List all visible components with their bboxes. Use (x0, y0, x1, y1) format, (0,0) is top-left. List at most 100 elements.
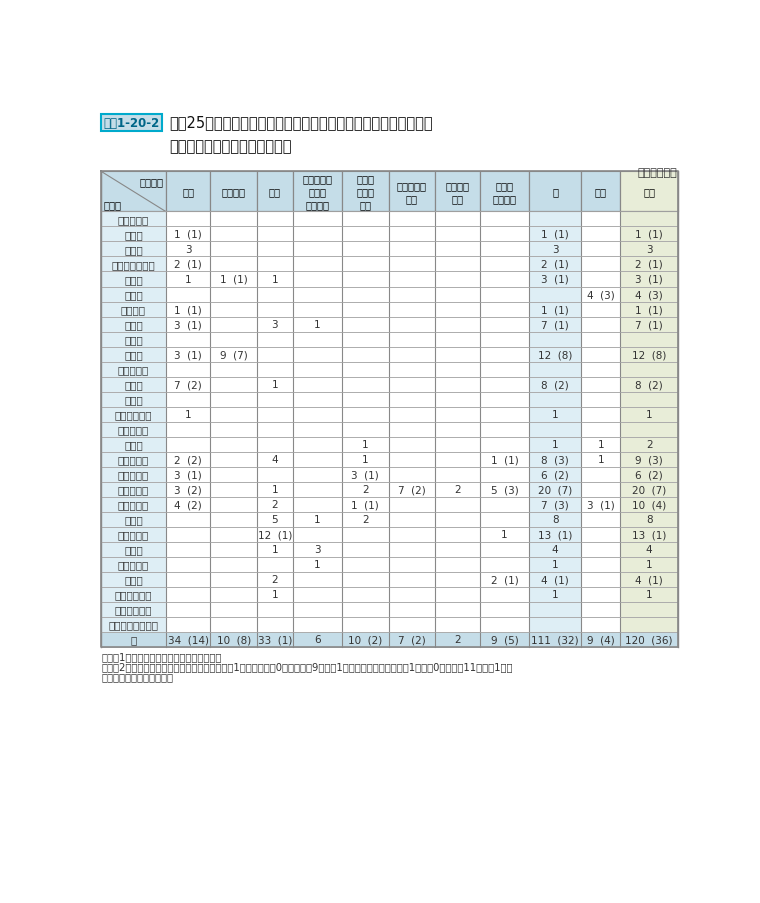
Bar (581, 377, 620, 392)
Text: 9  (3): 9 (3) (635, 455, 663, 465)
Bar (435, 423, 480, 437)
Bar (293, 362, 342, 377)
Bar (101, 557, 166, 573)
Bar (480, 332, 529, 347)
Bar (342, 437, 388, 452)
Bar (257, 423, 293, 437)
Bar (166, 257, 211, 272)
Bar (581, 452, 620, 467)
Text: 10  (2): 10 (2) (348, 635, 382, 645)
Text: 2  (1): 2 (1) (541, 260, 569, 270)
Text: 1  (1): 1 (1) (220, 275, 248, 284)
Bar (581, 482, 620, 498)
Bar (101, 573, 166, 587)
Bar (388, 512, 435, 527)
Bar (388, 362, 435, 377)
Bar (101, 242, 166, 257)
Bar (435, 573, 480, 587)
Bar (342, 527, 388, 542)
Bar (211, 242, 257, 257)
Bar (435, 482, 480, 498)
Bar (211, 452, 257, 467)
Bar (388, 228, 435, 242)
Bar (293, 332, 342, 347)
Bar (581, 573, 620, 587)
Bar (620, 172, 678, 212)
Bar (101, 347, 166, 362)
Bar (388, 527, 435, 542)
Bar (620, 617, 678, 632)
Text: 1: 1 (552, 590, 559, 600)
Bar (529, 272, 581, 287)
Bar (529, 573, 581, 587)
Bar (293, 407, 342, 423)
Bar (435, 527, 480, 542)
Bar (211, 407, 257, 423)
Bar (257, 542, 293, 557)
Bar (342, 557, 388, 573)
Bar (388, 542, 435, 557)
Bar (581, 347, 620, 362)
Bar (388, 392, 435, 407)
Bar (293, 617, 342, 632)
Text: 1: 1 (314, 560, 321, 570)
Bar (293, 452, 342, 467)
Bar (581, 498, 620, 512)
Text: 120  (36): 120 (36) (625, 635, 673, 645)
Text: 4  (1): 4 (1) (541, 574, 569, 584)
Bar (257, 482, 293, 498)
Bar (529, 172, 581, 212)
Bar (166, 228, 211, 242)
Text: 消費者庁: 消費者庁 (121, 304, 146, 314)
Bar (388, 573, 435, 587)
Text: 人間科学: 人間科学 (222, 187, 245, 197)
Bar (620, 467, 678, 482)
Text: 2: 2 (362, 485, 369, 495)
Bar (166, 377, 211, 392)
Bar (293, 257, 342, 272)
Bar (620, 228, 678, 242)
Bar (620, 573, 678, 587)
Bar (166, 287, 211, 303)
Bar (435, 602, 480, 617)
Text: 2: 2 (454, 485, 461, 495)
Text: 3: 3 (185, 245, 192, 255)
Bar (101, 392, 166, 407)
Bar (166, 527, 211, 542)
Bar (211, 542, 257, 557)
Text: 2: 2 (271, 574, 278, 584)
Bar (257, 452, 293, 467)
Bar (388, 172, 435, 212)
Text: 1: 1 (271, 275, 278, 284)
Bar (581, 172, 620, 212)
Text: 6  (2): 6 (2) (635, 470, 663, 479)
Text: 6: 6 (314, 635, 321, 645)
Text: 計: 計 (130, 635, 137, 645)
Text: 4  (2): 4 (2) (174, 499, 202, 509)
Bar (529, 392, 581, 407)
Text: 外務省: 外務省 (124, 379, 143, 390)
Bar (293, 212, 342, 228)
Bar (480, 242, 529, 257)
Bar (529, 557, 581, 573)
Text: 1  (1): 1 (1) (541, 304, 569, 314)
Text: 5: 5 (271, 515, 278, 525)
Text: 12  (1): 12 (1) (258, 530, 292, 540)
Bar (293, 303, 342, 317)
Text: 区分試験: 区分試験 (139, 177, 163, 187)
Bar (257, 228, 293, 242)
Bar (166, 557, 211, 573)
Bar (529, 437, 581, 452)
Text: 1: 1 (362, 455, 369, 465)
Text: 会計検査院: 会計検査院 (118, 215, 149, 225)
Bar (257, 407, 293, 423)
Bar (211, 392, 257, 407)
Text: 数理地学・
物理・
地球科学: 数理地学・ 物理・ 地球科学 (302, 174, 332, 210)
Text: 農業科学・
水産: 農業科学・ 水産 (397, 181, 427, 204)
Bar (101, 498, 166, 512)
Bar (435, 212, 480, 228)
Text: 20  (7): 20 (7) (538, 485, 572, 495)
Bar (435, 542, 480, 557)
Bar (257, 317, 293, 332)
Bar (211, 573, 257, 587)
